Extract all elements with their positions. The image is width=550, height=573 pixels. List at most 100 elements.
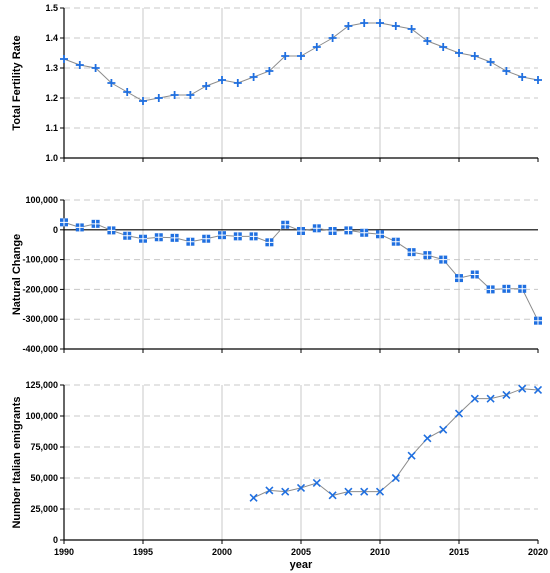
data-point-square-cross	[170, 233, 179, 242]
data-point-cross	[423, 434, 432, 443]
y-axis-title: Total Fertility Rate	[11, 35, 23, 130]
y-tick-label: 75,000	[30, 442, 58, 452]
data-point-square-cross	[502, 284, 511, 293]
data-point-plus	[376, 19, 384, 27]
data-point-plus	[486, 58, 495, 66]
data-point-square	[139, 234, 147, 243]
y-tick-label: -100,000	[22, 255, 58, 265]
data-point-plus	[281, 52, 290, 60]
data-point-plus	[297, 52, 305, 60]
data-point-cross	[391, 473, 400, 483]
data-point-square	[249, 232, 258, 241]
y-tick-label: 100,000	[25, 411, 58, 421]
data-point-square-cross	[233, 232, 242, 241]
data-point-square-cross	[328, 226, 337, 235]
data-point-square	[154, 233, 163, 242]
data-point-cross	[296, 483, 306, 492]
data-point-square-cross	[218, 231, 226, 240]
data-point-plus	[423, 37, 432, 45]
chart-panel-natural-change: -400,000 -300,000 -200,000 -100,000 0 100,000…	[11, 195, 542, 354]
data-point-cross	[533, 385, 543, 395]
data-point-square	[170, 233, 179, 242]
chart-panel-fertility: 1.0 1.1 1.2 1.3 1.4 1.5 Total Fertility Rate	[11, 3, 542, 163]
data-point-plus	[186, 91, 195, 99]
data-point-plus	[407, 25, 416, 33]
data-point-square	[265, 238, 274, 247]
data-point-plus	[75, 61, 84, 69]
data-point-plus	[202, 82, 211, 90]
data-point-cross	[312, 478, 321, 488]
data-point-plus	[470, 52, 479, 60]
data-point-square	[344, 226, 353, 235]
data-point-plus	[107, 79, 116, 87]
data-point-square	[391, 237, 400, 246]
x-tick-label: 1990	[54, 547, 74, 557]
data-point-square	[439, 255, 448, 264]
y-tick-label: 25,000	[30, 504, 58, 514]
data-point-square-cross	[376, 230, 384, 239]
data-point-square-cross	[154, 233, 163, 242]
x-tick-label: 2015	[449, 547, 469, 557]
y-axis-title: Natural Change	[11, 234, 23, 315]
data-point-square	[107, 226, 116, 235]
data-point-cross	[375, 487, 385, 496]
data-point-square	[470, 270, 479, 279]
data-point-square	[534, 316, 542, 325]
data-point-cross	[265, 486, 274, 495]
data-point-cross	[344, 487, 353, 496]
data-point-plus	[249, 73, 258, 81]
data-point-square	[423, 251, 432, 260]
data-point-square-cross	[297, 226, 305, 235]
y-tick-label: 0	[53, 225, 58, 235]
data-point-square-cross	[312, 224, 321, 233]
data-point-square	[312, 224, 321, 233]
y-tick-label: 0	[53, 535, 58, 545]
y-tick-label: 1.1	[45, 123, 58, 133]
y-tick-label: -200,000	[22, 284, 58, 294]
data-point-cross	[454, 409, 464, 418]
data-point-cross	[281, 487, 290, 496]
y-tick-label: -300,000	[22, 314, 58, 324]
y-axis-title: Number Italian emigrants	[11, 396, 23, 528]
data-point-square-cross	[423, 251, 432, 260]
data-point-square	[186, 237, 195, 246]
data-point-square-cross	[91, 219, 100, 228]
data-point-square-cross	[123, 231, 132, 240]
data-point-plus	[455, 49, 463, 57]
data-point-plus	[91, 64, 100, 72]
data-point-cross	[486, 394, 495, 403]
data-point-square-cross	[202, 234, 211, 243]
data-point-cross	[360, 487, 369, 496]
data-point-square-cross	[470, 270, 479, 279]
data-point-plus	[439, 43, 448, 51]
data-point-cross	[407, 451, 416, 460]
data-point-plus	[60, 55, 68, 63]
y-tick-label: 100,000	[25, 195, 58, 205]
data-point-plus	[218, 76, 226, 84]
x-tick-label: 1995	[133, 547, 153, 557]
data-point-square	[218, 231, 226, 240]
data-point-square	[486, 285, 495, 294]
data-point-plus	[265, 67, 274, 75]
data-point-square-cross	[360, 228, 369, 237]
data-point-square-cross	[107, 226, 116, 235]
data-point-square	[202, 234, 211, 243]
data-point-square	[376, 230, 384, 239]
data-point-plus	[139, 97, 147, 105]
data-point-plus	[312, 43, 321, 51]
y-tick-label: 1.3	[45, 63, 58, 73]
data-point-plus	[391, 22, 400, 30]
data-point-cross	[249, 493, 258, 502]
data-point-plus	[154, 94, 163, 102]
data-point-square-cross	[60, 218, 68, 227]
x-tick-label: 2010	[370, 547, 390, 557]
data-point-square	[233, 232, 242, 241]
chart-panel-emigrants: 0 25,000 50,000 75,000 100,000 125,000 1990 199…	[11, 380, 548, 571]
data-point-plus	[360, 19, 369, 27]
data-point-square-cross	[391, 237, 400, 246]
y-tick-label: 50,000	[30, 473, 58, 483]
x-tick-label: 2020	[528, 547, 548, 557]
data-point-square-cross	[518, 284, 527, 293]
data-point-square	[60, 218, 68, 227]
data-point-square-cross	[344, 226, 353, 235]
